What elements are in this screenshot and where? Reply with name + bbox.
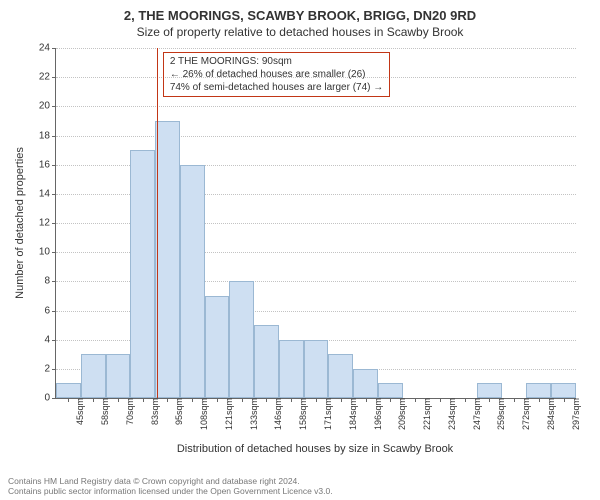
marker-line — [157, 48, 158, 398]
x-tick: 58sqm — [96, 398, 110, 425]
y-tick: 24 — [22, 43, 56, 54]
x-tick: 272sqm — [517, 398, 531, 430]
histogram-bar — [353, 369, 378, 398]
y-tick: 0 — [22, 393, 56, 404]
y-tick: 16 — [22, 159, 56, 170]
x-tick: 45sqm — [71, 398, 85, 425]
x-tick: 259sqm — [492, 398, 506, 430]
histogram-bar — [180, 165, 205, 398]
x-tick: 221sqm — [418, 398, 432, 430]
x-tick: 184sqm — [344, 398, 358, 430]
histogram-bar — [81, 354, 106, 398]
histogram-bar — [130, 150, 155, 398]
x-tick: 171sqm — [319, 398, 333, 430]
histogram-bar — [477, 383, 502, 398]
histogram-bar — [106, 354, 131, 398]
histogram-bar — [205, 296, 230, 398]
chart-title: 2, THE MOORINGS, SCAWBY BROOK, BRIGG, DN… — [0, 0, 600, 23]
histogram-bar — [304, 340, 329, 398]
x-tick: 196sqm — [369, 398, 383, 430]
y-tick: 22 — [22, 72, 56, 83]
x-tick: 83sqm — [146, 398, 160, 425]
histogram-bar — [279, 340, 304, 398]
y-tick: 10 — [22, 247, 56, 258]
histogram-bar — [378, 383, 403, 398]
y-tick: 20 — [22, 101, 56, 112]
histogram-bar — [155, 121, 180, 398]
x-tick: 284sqm — [542, 398, 556, 430]
y-tick: 14 — [22, 188, 56, 199]
y-tick: 18 — [22, 130, 56, 141]
y-tick: 2 — [22, 363, 56, 374]
x-tick: 247sqm — [468, 398, 482, 430]
histogram-bar — [526, 383, 551, 398]
x-tick: 70sqm — [121, 398, 135, 425]
x-tick: 209sqm — [393, 398, 407, 430]
y-tick: 8 — [22, 276, 56, 287]
plot-area: 02468101214161820222445sqm58sqm70sqm83sq… — [55, 48, 576, 399]
histogram-bar — [551, 383, 576, 398]
x-tick: 95sqm — [170, 398, 184, 425]
histogram-bar — [328, 354, 353, 398]
callout-box: 2 THE MOORINGS: 90sqm← 26% of detached h… — [163, 52, 390, 97]
x-tick: 133sqm — [245, 398, 259, 430]
x-tick: 121sqm — [220, 398, 234, 430]
x-tick: 108sqm — [195, 398, 209, 430]
histogram-bar — [229, 281, 254, 398]
footer-attribution: Contains HM Land Registry data © Crown c… — [8, 476, 333, 496]
chart-subtitle: Size of property relative to detached ho… — [0, 25, 600, 39]
y-tick: 4 — [22, 334, 56, 345]
x-tick: 158sqm — [294, 398, 308, 430]
x-tick: 234sqm — [443, 398, 457, 430]
x-tick: 297sqm — [567, 398, 581, 430]
x-tick: 146sqm — [269, 398, 283, 430]
y-tick: 6 — [22, 305, 56, 316]
histogram-bar — [56, 383, 81, 398]
histogram-bar — [254, 325, 279, 398]
x-axis-label: Distribution of detached houses by size … — [55, 443, 575, 455]
y-tick: 12 — [22, 218, 56, 229]
